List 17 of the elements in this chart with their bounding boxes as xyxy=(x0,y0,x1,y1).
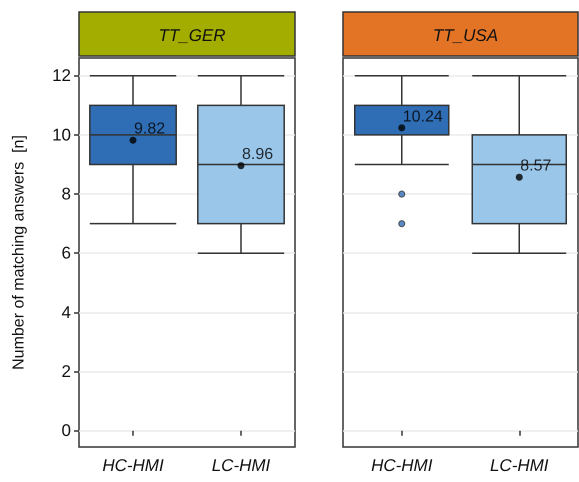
annotation: 8.96 xyxy=(242,146,274,164)
y-axis-title: Number of matching answers [n] xyxy=(10,135,28,370)
y-tick-label: 12 xyxy=(52,66,71,86)
chart-title: TT_GER xyxy=(158,26,226,45)
y-tick-label: 2 xyxy=(62,362,71,382)
annotation: 10.24 xyxy=(402,108,443,126)
y-tick-label: 10 xyxy=(52,125,71,144)
chart-title: TT_USA xyxy=(432,26,498,45)
annotation: 9.82 xyxy=(134,120,166,138)
x-tick-label: LC-HMI xyxy=(212,456,271,475)
x-tick-label: LC-HMI xyxy=(490,456,549,475)
x-tick-label: HC-HMI xyxy=(371,456,433,475)
x-tick-label: HC-HMI xyxy=(102,456,164,475)
y-tick-label: 8 xyxy=(62,184,71,204)
y-tick-label: 0 xyxy=(62,421,71,440)
y-tick-label: 6 xyxy=(62,244,71,263)
y-tick-label: 4 xyxy=(62,302,71,322)
